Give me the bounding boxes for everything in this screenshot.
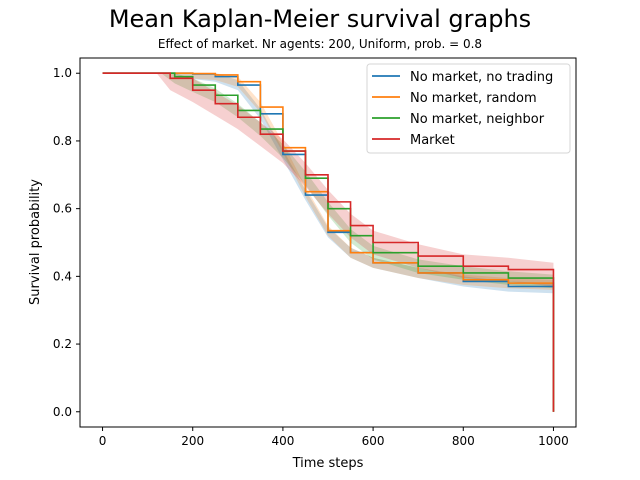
chart-subtitle: Effect of market. Nr agents: 200, Unifor… <box>157 37 483 51</box>
legend-entry: No market, no trading <box>410 70 553 85</box>
legend-entry: No market, neighbor <box>410 112 545 127</box>
series-lines <box>102 72 555 412</box>
confidence-bands <box>102 73 554 294</box>
legend-entry: No market, random <box>410 91 537 106</box>
chart-title: Mean Kaplan-Meier survival graphs <box>108 5 532 33</box>
y-tick-label: 0.6 <box>53 202 72 216</box>
y-axis-label: Survival probability <box>28 179 43 305</box>
x-tick-label: 600 <box>362 434 385 448</box>
y-tick-label: 0.8 <box>53 134 72 148</box>
axes-frame <box>79 57 577 428</box>
x-axis-ticks: 0 200 400 600 800 1000 <box>99 427 569 448</box>
y-tick-label: 1.0 <box>53 66 72 80</box>
y-tick-label: 0.4 <box>53 269 72 283</box>
y-tick-label: 0.2 <box>53 337 72 351</box>
x-tick-label: 0 <box>99 434 107 448</box>
series-band <box>102 73 554 287</box>
x-tick-label: 800 <box>452 434 475 448</box>
x-axis-label: Time steps <box>292 456 364 471</box>
legend: No market, no trading No market, random No… <box>366 63 571 154</box>
legend-box <box>366 63 571 154</box>
series-line <box>102 72 555 412</box>
y-tick-label: 0.0 <box>53 405 72 419</box>
x-tick-label: 400 <box>271 434 294 448</box>
y-axis-ticks: 0.0 0.2 0.4 0.6 0.8 1.0 <box>53 66 80 419</box>
x-tick-label: 200 <box>181 434 204 448</box>
legend-entry: Market <box>410 133 455 148</box>
x-tick-label: 1000 <box>538 434 569 448</box>
